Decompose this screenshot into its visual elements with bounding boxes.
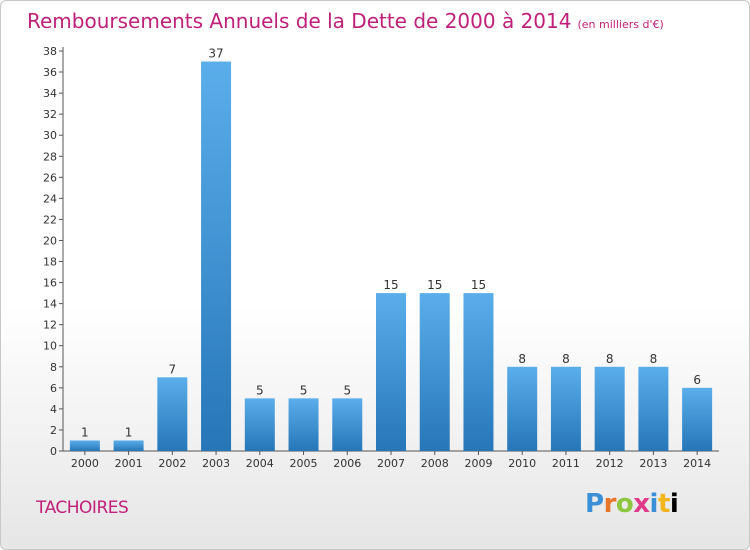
bar	[201, 61, 232, 452]
x-tick-label: 2011	[552, 457, 580, 470]
data-label: 8	[518, 352, 526, 366]
x-tick-label: 2001	[115, 457, 143, 470]
x-tick-label: 2009	[464, 457, 492, 470]
x-tick-label: 2003	[202, 457, 230, 470]
y-tick-label: 36	[43, 66, 57, 79]
y-tick-label: 2	[50, 424, 57, 437]
bar	[419, 293, 450, 451]
y-tick-label: 28	[43, 150, 57, 163]
bar	[463, 293, 494, 451]
x-tick-label: 2002	[158, 457, 186, 470]
y-tick-label: 4	[50, 403, 57, 416]
data-label: 15	[427, 278, 442, 292]
x-tick-label: 2006	[333, 457, 361, 470]
chart-title: Remboursements Annuels de la Dette de 20…	[27, 9, 664, 33]
x-tick-label: 2004	[246, 457, 274, 470]
y-tick-label: 18	[43, 256, 57, 269]
y-tick-label: 10	[43, 340, 57, 353]
bar	[638, 366, 669, 451]
bar	[376, 293, 406, 451]
y-tick-label: 32	[43, 108, 57, 121]
y-tick-label: 8	[50, 361, 57, 374]
data-label: 8	[562, 352, 570, 366]
bar	[507, 366, 538, 451]
x-tick-label: 2007	[377, 457, 405, 470]
chart-subtitle: (en milliers d'€)	[577, 18, 664, 31]
bar	[550, 366, 581, 451]
data-label: 5	[300, 383, 308, 397]
y-tick-label: 24	[43, 192, 57, 205]
y-tick-label: 38	[43, 45, 57, 58]
y-tick-label: 26	[43, 171, 57, 184]
bar	[594, 366, 625, 451]
data-label: 6	[693, 373, 701, 387]
data-label: 37	[208, 47, 223, 61]
commune-name: TACHOIRES	[36, 498, 129, 518]
data-label: 15	[383, 278, 398, 292]
y-tick-label: 34	[43, 87, 57, 100]
y-tick-label: 16	[43, 277, 57, 290]
x-tick-label: 2012	[596, 457, 624, 470]
bar	[157, 377, 188, 451]
y-tick-label: 30	[43, 129, 57, 142]
y-tick-label: 20	[43, 234, 57, 247]
data-label: 8	[650, 352, 658, 366]
y-tick-label: 14	[43, 298, 57, 311]
y-tick-label: 12	[43, 319, 57, 332]
x-tick-label: 2014	[683, 457, 711, 470]
data-label: 5	[256, 383, 264, 397]
data-label: 5	[343, 383, 351, 397]
x-tick-label: 2010	[508, 457, 536, 470]
x-tick-label: 2000	[71, 457, 99, 470]
data-label: 1	[81, 425, 89, 439]
x-tick-label: 2008	[421, 457, 449, 470]
bar	[682, 387, 713, 451]
bar	[113, 440, 144, 451]
data-label: 8	[606, 352, 614, 366]
bar	[69, 440, 100, 451]
y-tick-label: 0	[50, 445, 57, 458]
chart-title-text: Remboursements Annuels de la Dette de 20…	[27, 9, 572, 33]
bar	[288, 398, 319, 451]
bar	[332, 398, 363, 451]
bar	[244, 398, 275, 451]
x-tick-label: 2005	[290, 457, 318, 470]
data-label: 7	[169, 362, 177, 376]
y-tick-label: 6	[50, 382, 57, 395]
proxiti-logo: Proxiti	[585, 489, 679, 519]
data-label: 15	[471, 278, 486, 292]
data-label: 1	[125, 425, 133, 439]
x-tick-label: 2013	[639, 457, 667, 470]
y-tick-label: 22	[43, 213, 57, 226]
